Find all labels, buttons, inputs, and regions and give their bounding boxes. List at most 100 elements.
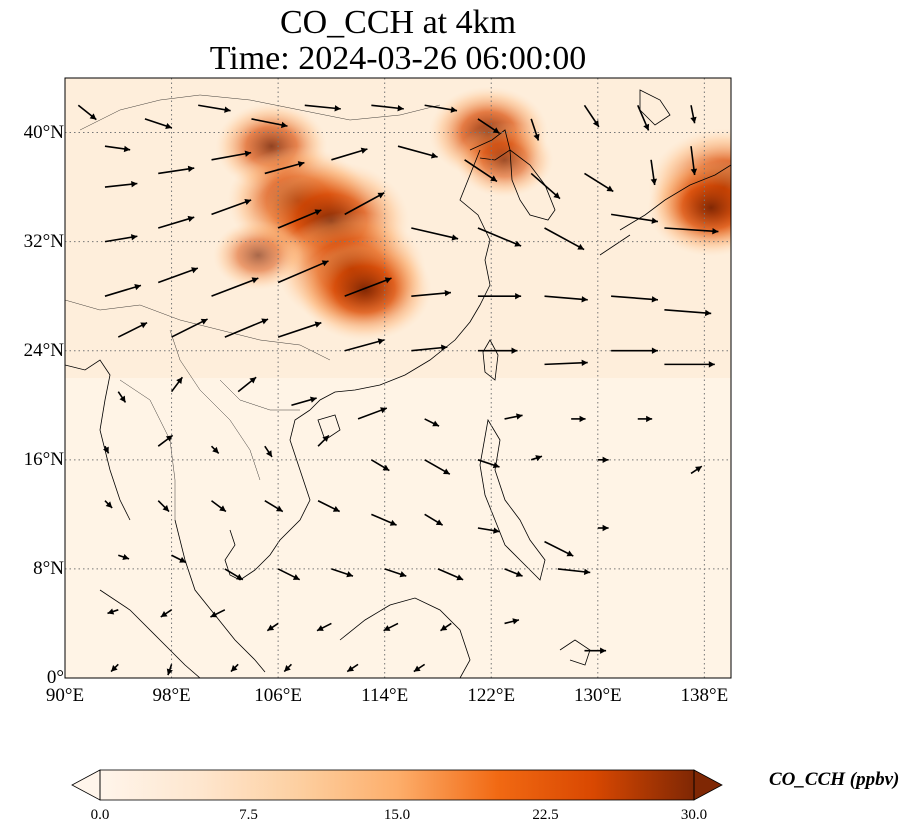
wind-arrow (171, 554, 187, 564)
wind-arrow (211, 500, 227, 513)
china-east-coastline (309, 149, 491, 411)
bohai-coastline (469, 129, 511, 161)
colorbar-tick-label: 15.0 (383, 807, 411, 823)
wind-arrow (170, 376, 184, 393)
colorbar-label: CO_CCH (ppbv) (769, 769, 900, 790)
wind-arrow (557, 568, 591, 576)
wind-arrow (344, 338, 385, 352)
wind-arrow (530, 172, 561, 200)
wind-arrow (477, 459, 500, 469)
wind-arrow (160, 609, 173, 618)
japan-coastline (599, 164, 731, 256)
latitude-tick-label: 40°N (23, 121, 64, 143)
wind-arrow (584, 172, 614, 193)
wind-arrow (277, 321, 322, 338)
wind-arrow (104, 234, 138, 243)
latitude-tick-label: 0° (46, 667, 64, 688)
longitude-tick-label: 122°E (467, 685, 516, 706)
wind-arrow (530, 118, 540, 141)
wind-arrow (464, 159, 498, 183)
wind-arrow (637, 104, 650, 131)
colorbar-tick-label: 22.5 (532, 807, 559, 823)
wind-arrow (397, 145, 438, 159)
wind-arrow (411, 344, 448, 352)
wind-arrow (110, 663, 119, 673)
wind-arrow (224, 318, 269, 338)
indochina-coastline (224, 409, 311, 581)
colorbar-min-extension (71, 769, 101, 801)
wind-arrow (171, 318, 208, 338)
longitude-tick-label: 138°E (680, 685, 729, 706)
wind-arrow (104, 180, 138, 188)
wind-arrow (211, 277, 259, 297)
wind-arrow (664, 309, 712, 317)
wind-arrow (107, 608, 119, 615)
wind-arrow (331, 147, 368, 161)
wind-arrow (544, 359, 588, 367)
co-plume-5 (212, 220, 304, 291)
latitude-tick-label: 8°N (33, 557, 64, 579)
co-plume-9 (647, 158, 731, 257)
wind-arrow (504, 413, 523, 420)
wind-arrow (264, 500, 284, 513)
wind-arrow (411, 227, 459, 241)
wind-arrow (424, 513, 444, 526)
map-time-subtitle: Time: 2024-03-26 06:00:00 (209, 40, 587, 77)
latitude-tick-label: 32°N (23, 230, 64, 252)
wind-arrow (277, 260, 329, 284)
colorbar-tick-label: 0.0 (90, 807, 110, 823)
wind-arrow (477, 347, 518, 354)
wind-arrow (158, 165, 195, 175)
wind-arrow (584, 647, 607, 654)
map-frame (64, 77, 732, 679)
wind-arrow (237, 376, 257, 393)
wind-arrow (264, 445, 273, 458)
wind-arrow (317, 434, 330, 447)
wind-arrow (224, 568, 244, 581)
wind-arrow (344, 277, 392, 297)
wind-arrow (440, 622, 452, 632)
wind-arrow (371, 513, 397, 526)
wind-arrow (504, 568, 523, 577)
wind-arrow (413, 663, 426, 673)
coastlines (65, 89, 731, 678)
longitude-tick-label: 130°E (573, 685, 622, 706)
wind-arrow (544, 295, 588, 303)
wind-arrow (650, 159, 657, 186)
wind-arrow (251, 118, 288, 129)
wind-arrow (144, 118, 173, 130)
wind-arrow (477, 527, 500, 534)
wind-arrow (198, 104, 231, 113)
wind-arrow (264, 161, 305, 175)
wind-arrow (117, 391, 127, 403)
wind-arrow (103, 445, 110, 454)
wind-arrow (211, 199, 252, 216)
borneo-coastline (339, 597, 471, 678)
wind-arrow (477, 118, 500, 134)
longitude-tick-label: 106°E (254, 685, 302, 706)
wind-arrow (166, 664, 173, 676)
wind-arrow (383, 622, 399, 632)
wind-arrow (611, 347, 658, 354)
wind-arrow (611, 295, 658, 303)
wind-arrow (104, 145, 131, 153)
wind-arrow (477, 292, 522, 300)
map-title: CO_CCH at 4km (279, 4, 517, 41)
hainan-coastline (317, 414, 341, 441)
wind-arrow (104, 284, 142, 297)
wind-arrow (530, 455, 543, 462)
wind-arrow (77, 104, 97, 121)
latitude-tick-label: 24°N (23, 339, 64, 361)
wind-arrow (104, 500, 113, 509)
wind-arrow (597, 456, 609, 464)
wind-arrow (291, 396, 317, 407)
colorbar-frame (99, 769, 695, 801)
colorbar-tick-label: 30.0 (680, 807, 708, 823)
wind-arrow (117, 321, 148, 338)
wind-arrow (317, 500, 341, 513)
co-plumes-layer (212, 86, 731, 341)
wind-arrow (664, 361, 715, 368)
country-borders (65, 94, 441, 520)
hokkaido-coastline (639, 89, 671, 126)
